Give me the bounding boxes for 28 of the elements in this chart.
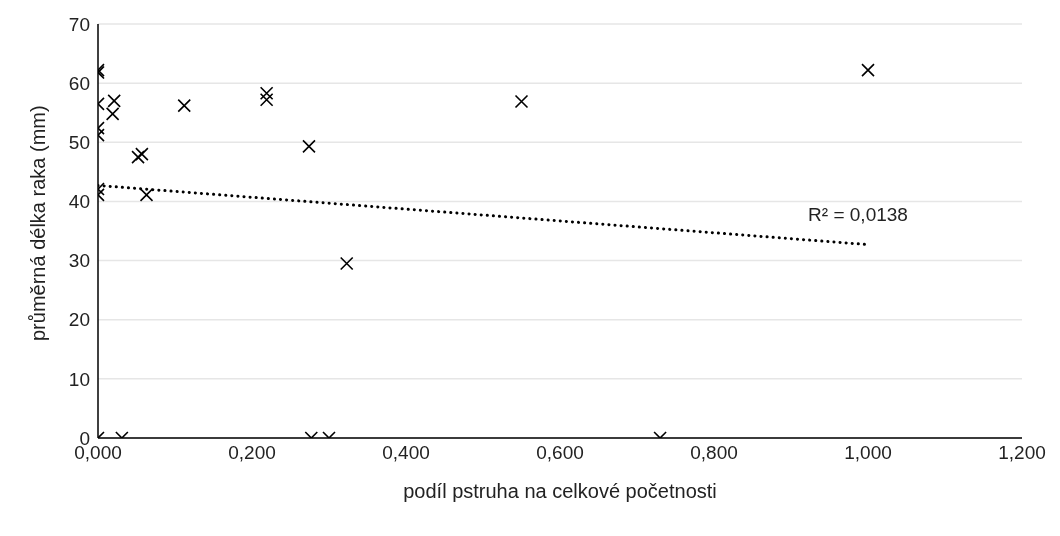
y-tick-label: 50: [68, 132, 90, 154]
x-tick-label: 0,600: [536, 442, 584, 464]
x-tick-label: 1,000: [844, 442, 892, 464]
y-tick-label: 10: [68, 368, 90, 390]
y-tick-label: 70: [68, 13, 90, 35]
point: [177, 98, 192, 113]
y-tick-label: 20: [68, 309, 90, 331]
x-tick-label: 0,400: [382, 442, 430, 464]
point: [131, 150, 145, 164]
y-axis-title: průměrná délka raka (mm): [27, 105, 50, 341]
y-tick-label: 40: [68, 191, 90, 213]
point: [135, 147, 149, 161]
point: [514, 94, 529, 109]
point: [105, 107, 120, 121]
x-tick-label: 1,200: [998, 442, 1046, 464]
x-tick-label: 0,200: [228, 442, 276, 464]
y-tick-label: 60: [68, 72, 90, 94]
y-tick-label: 30: [68, 250, 90, 272]
point: [139, 188, 154, 202]
x-tick-label: 0,800: [690, 442, 738, 464]
point: [861, 63, 875, 77]
point: [259, 92, 274, 107]
x-axis-title: podíl pstruha na celkové početnosti: [403, 480, 717, 502]
point: [259, 86, 274, 100]
point: [107, 94, 121, 108]
annotation: R² = 0,0138: [808, 203, 908, 225]
point: [302, 139, 316, 154]
point: [339, 256, 354, 271]
